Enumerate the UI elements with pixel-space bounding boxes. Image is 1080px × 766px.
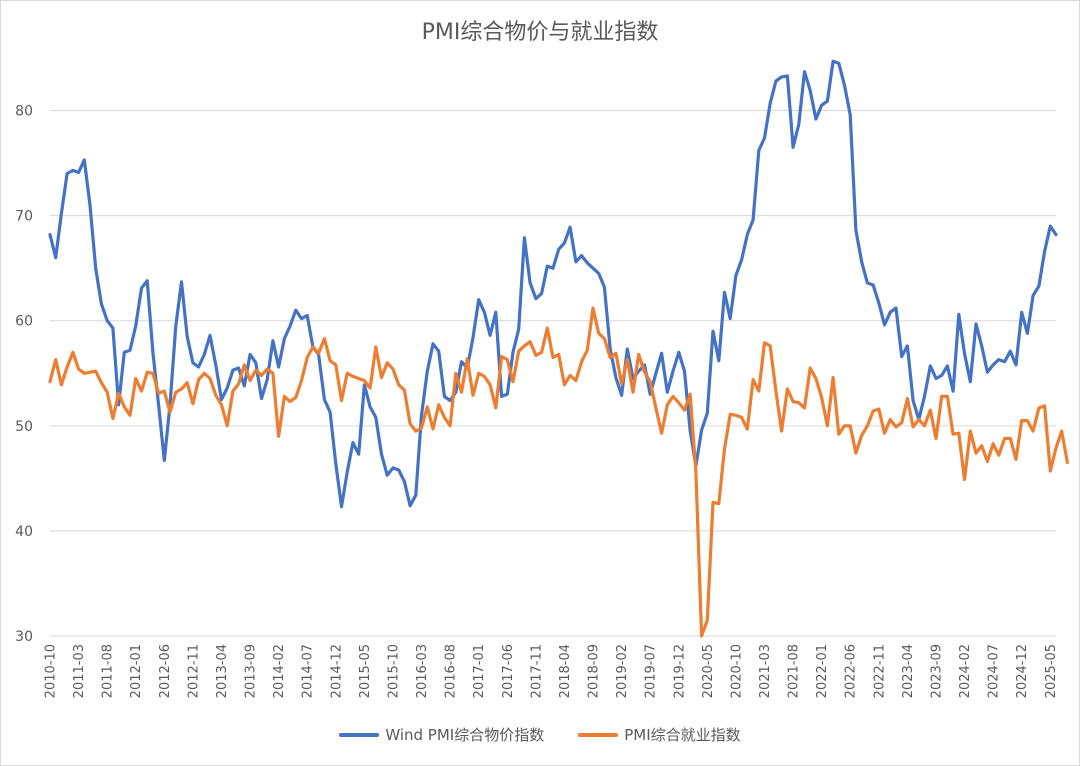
x-tick-label: 2017-01 [472, 644, 487, 698]
legend-swatch-orange [578, 732, 619, 737]
x-tick-label: 2013-04 [215, 644, 230, 698]
x-tick-label: 2012-11 [186, 644, 201, 698]
y-tick-label: 30 [15, 629, 33, 645]
x-tick-label: 2018-04 [558, 644, 573, 698]
x-tick-label: 2016-08 [444, 644, 459, 698]
x-tick-label: 2019-02 [615, 644, 630, 698]
x-tick-label: 2018-09 [587, 644, 602, 698]
x-tick-label: 2014-02 [272, 644, 287, 698]
x-tick-label: 2013-09 [244, 644, 259, 698]
x-tick-label: 2019-07 [644, 644, 659, 698]
x-tick-label: 2017-06 [501, 644, 516, 698]
y-tick-label: 40 [15, 524, 33, 540]
x-tick-label: 2019-12 [672, 644, 687, 698]
x-tick-label: 2021-03 [758, 644, 773, 698]
x-tick-label: 2022-01 [815, 644, 830, 698]
chart-title: PMI综合物价与就业指数 [421, 20, 659, 45]
x-tick-label: 2024-12 [1015, 644, 1030, 698]
y-axis-ticks: 30 40 50 60 70 80 [15, 104, 33, 645]
x-tick-label: 2015-10 [386, 644, 401, 698]
x-tick-label: 2014-12 [329, 644, 344, 698]
legend-label-employment-index: PMI综合就业指数 [624, 726, 741, 744]
x-tick-label: 2022-11 [872, 644, 887, 698]
y-tick-label: 50 [15, 419, 33, 435]
x-tick-label: 2012-06 [158, 644, 173, 698]
x-tick-label: 2020-10 [729, 644, 744, 698]
x-tick-label: 2023-09 [929, 644, 944, 698]
y-tick-label: 70 [15, 209, 33, 225]
legend-item-employment-index: PMI综合就业指数 [578, 724, 741, 745]
series-lines [48, 59, 1070, 638]
x-tick-label: 2012-01 [129, 644, 144, 698]
legend: Wind PMI综合物价指数 PMI综合就业指数 [0, 724, 1080, 745]
x-tick-label: 2021-08 [787, 644, 802, 698]
legend-label-price-index: Wind PMI综合物价指数 [385, 726, 545, 744]
y-tick-label: 80 [15, 104, 33, 120]
x-tick-label: 2024-07 [987, 644, 1002, 698]
x-tick-label: 2025-05 [1044, 644, 1059, 698]
x-tick-label: 2016-03 [415, 644, 430, 698]
x-tick-label: 2010-10 [44, 644, 59, 698]
series-line-employment-index [48, 306, 1070, 638]
grid-lines [50, 110, 1056, 637]
legend-item-price-index: Wind PMI综合物价指数 [339, 724, 544, 745]
x-tick-label: 2020-05 [701, 644, 716, 698]
x-tick-label: 2011-08 [101, 644, 116, 698]
x-tick-label: 2024-02 [958, 644, 973, 698]
x-tick-label: 2022-06 [844, 644, 859, 698]
legend-swatch-blue [339, 732, 380, 737]
x-tick-label: 2014-07 [301, 644, 316, 698]
x-tick-label: 2017-11 [529, 644, 544, 698]
x-tick-label: 2023-04 [901, 644, 916, 698]
y-tick-label: 60 [15, 314, 33, 330]
x-tick-label: 2015-05 [358, 644, 373, 698]
x-tick-label: 2011-03 [72, 644, 87, 698]
x-axis-ticks: 2010-10 2011-03 2011-08 2012-01 2012-06 2012-… [44, 644, 1059, 698]
series-line-price-index [48, 59, 1058, 509]
